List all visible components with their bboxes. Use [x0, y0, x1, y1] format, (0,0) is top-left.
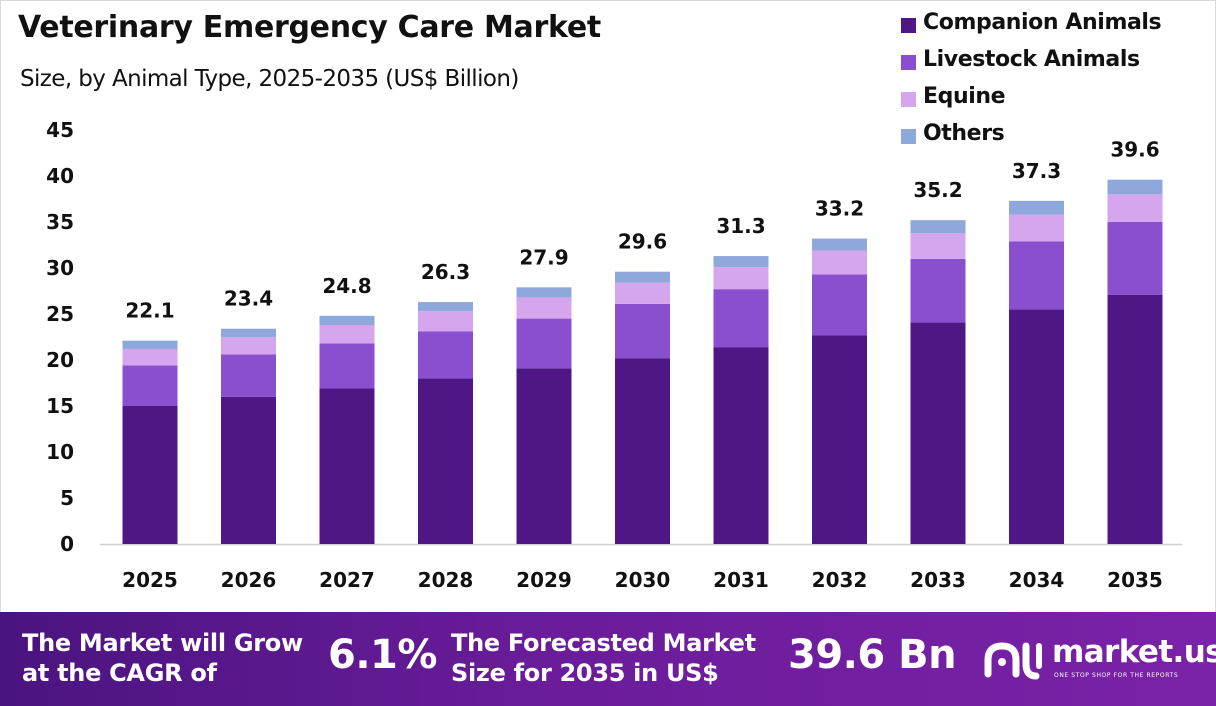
bar-segment-equine [418, 311, 473, 332]
bar-segment-equine [812, 250, 867, 275]
bar-segment-livestock-animals [122, 365, 178, 406]
bar-segment-equine [122, 348, 178, 366]
total-value-label: 22.1 [125, 299, 174, 323]
legend-swatch-others [901, 129, 916, 144]
bar-segment-livestock-animals [418, 331, 473, 379]
bar-segment-livestock-animals [615, 303, 670, 359]
bar-segment-equine [713, 267, 769, 290]
bar-segment-livestock-animals [516, 318, 572, 369]
total-value-label: 31.3 [716, 214, 765, 238]
bar-segment-others [615, 271, 670, 283]
brand-name: market.us [1052, 634, 1216, 670]
total-value-label: 29.6 [618, 230, 667, 254]
legend-label-equine: Equine [923, 84, 1006, 109]
bar-segment-companion-animals [713, 347, 769, 544]
bar-segment-others [713, 256, 769, 268]
bar-segment-equine [910, 233, 966, 259]
y-tick-label: 45 [46, 118, 74, 142]
y-tick-label: 25 [46, 302, 74, 326]
total-value-label: 37.3 [1012, 159, 1061, 183]
market-us-logo-icon [984, 642, 1042, 680]
bar-segment-equine [221, 337, 276, 355]
y-tick-label: 10 [46, 440, 74, 464]
brand-logo: market.us ONE STOP SHOP FOR THE REPORTS [984, 634, 1216, 686]
x-tick-label: 2034 [1009, 568, 1065, 592]
bar-segment-equine [319, 325, 375, 344]
legend-swatch-companion-animals [901, 18, 916, 33]
x-tick-label: 2031 [713, 568, 769, 592]
y-tick-label: 20 [46, 348, 74, 372]
bar-segment-companion-animals [418, 378, 473, 544]
total-value-label: 39.6 [1110, 138, 1159, 162]
forecast-label: The Forecasted Market Size for 2035 in U… [451, 629, 756, 687]
y-tick-label: 40 [46, 164, 74, 188]
total-value-label: 23.4 [224, 287, 273, 311]
legend-swatch-livestock-animals [901, 55, 916, 70]
total-value-label: 26.3 [421, 260, 470, 284]
legend-label-companion-animals: Companion Animals [923, 10, 1162, 35]
bar-segment-others [1107, 179, 1163, 195]
y-tick-label: 5 [60, 486, 74, 510]
forecast-value: 39.6 Bn [788, 632, 957, 678]
chart-subtitle: Size, by Animal Type, 2025-2035 (US$ Bil… [20, 66, 519, 92]
bar-segment-others [516, 287, 572, 298]
bar-segment-livestock-animals [319, 343, 375, 389]
bar-segment-livestock-animals [221, 354, 276, 397]
total-value-label: 24.8 [322, 274, 371, 298]
total-value-label: 33.2 [815, 197, 864, 221]
bar-segment-livestock-animals [713, 289, 769, 348]
legend-label-livestock-animals: Livestock Animals [923, 47, 1140, 72]
x-tick-label: 2035 [1107, 568, 1163, 592]
bar-segment-companion-animals [122, 406, 178, 544]
bar-segment-companion-animals [516, 368, 572, 544]
chart-title: Veterinary Emergency Care Market [18, 10, 601, 45]
x-tick-label: 2029 [516, 568, 572, 592]
bar-segment-others [221, 328, 276, 337]
x-tick-label: 2026 [221, 568, 277, 592]
bar-segment-others [122, 340, 178, 349]
bar-segment-equine [1107, 194, 1163, 222]
bar-segment-livestock-animals [1009, 241, 1064, 310]
bar-segment-companion-animals [1107, 294, 1163, 544]
cagr-value: 6.1% [328, 632, 437, 678]
bar-segment-companion-animals [319, 388, 375, 544]
y-tick-label: 30 [46, 256, 74, 280]
bar-segment-livestock-animals [910, 258, 966, 323]
brand-tagline: ONE STOP SHOP FOR THE REPORTS [1054, 672, 1179, 679]
bar-segment-others [812, 238, 867, 251]
y-tick-label: 15 [46, 394, 74, 418]
total-value-label: 27.9 [519, 245, 568, 269]
bar-segment-others [910, 220, 966, 234]
bar-segment-equine [615, 282, 670, 304]
bar-segment-others [319, 315, 375, 326]
y-tick-label: 0 [60, 532, 74, 556]
x-tick-label: 2033 [910, 568, 966, 592]
x-tick-label: 2032 [812, 568, 868, 592]
bar-segment-equine [1009, 214, 1064, 242]
footer-banner: The Market will Grow at the CAGR of 6.1%… [0, 612, 1216, 706]
legend-swatch-equine [901, 92, 916, 107]
bar-segment-companion-animals [1009, 309, 1064, 544]
bar-segment-others [418, 302, 473, 312]
bar-segment-livestock-animals [812, 274, 867, 336]
bar-segment-others [1009, 200, 1064, 215]
stacked-bar-chart: 05101520253035404522.1202523.4202624.820… [46, 118, 1182, 592]
y-tick-label: 35 [46, 210, 74, 234]
bar-segment-companion-animals [812, 335, 867, 544]
x-tick-label: 2025 [122, 568, 178, 592]
bar-segment-equine [516, 297, 572, 319]
x-tick-label: 2030 [615, 568, 671, 592]
x-tick-label: 2027 [319, 568, 375, 592]
bar-segment-companion-animals [221, 396, 276, 544]
x-tick-label: 2028 [418, 568, 474, 592]
bar-segment-livestock-animals [1107, 222, 1163, 295]
total-value-label: 35.2 [913, 178, 962, 202]
legend-label-others: Others [923, 121, 1005, 146]
bar-segment-companion-animals [910, 322, 966, 544]
bar-segment-companion-animals [615, 358, 670, 544]
cagr-label: The Market will Grow at the CAGR of [22, 629, 303, 687]
